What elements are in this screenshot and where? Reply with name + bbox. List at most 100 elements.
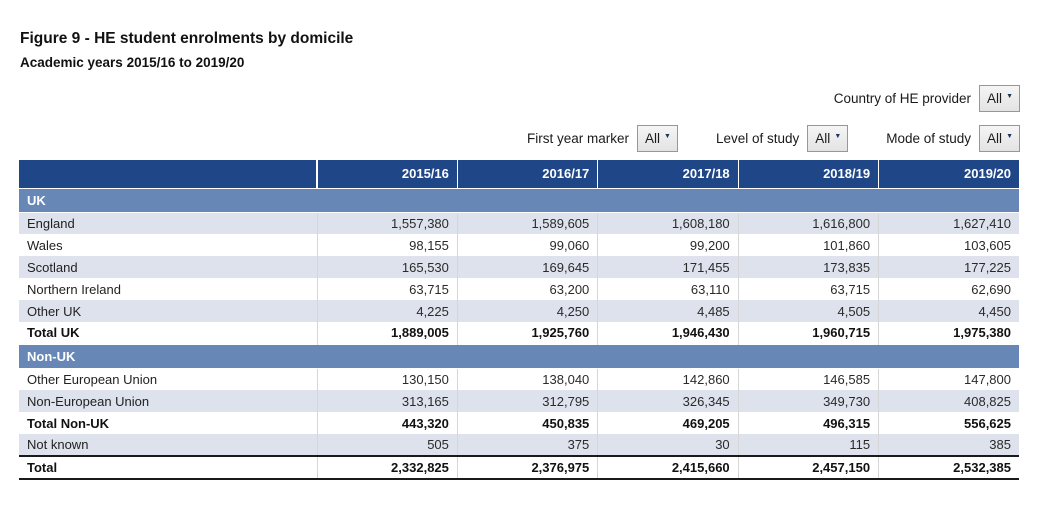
cell-value: 1,589,605 [457,212,597,234]
row-label: Total UK [19,322,317,344]
table-row: Other European Union 130,150 138,040 142… [19,368,1019,390]
column-header: 2018/19 [738,160,878,188]
column-header: 2019/20 [879,160,1019,188]
cell-value: 63,200 [457,278,597,300]
cell-value: 146,585 [738,368,878,390]
cell-value: 505 [317,434,457,456]
cell-value: 173,835 [738,256,878,278]
cell-value: 103,605 [879,234,1019,256]
filter-mode: Mode of study All ▼ [886,125,1020,152]
table-row-total-non-uk: Total Non-UK 443,320 450,835 469,205 496… [19,412,1019,434]
table-row: Northern Ireland 63,715 63,200 63,110 63… [19,278,1019,300]
table-row-total-uk: Total UK 1,889,005 1,925,760 1,946,430 1… [19,322,1019,344]
chevron-down-icon: ▼ [664,133,671,140]
filter-country: Country of HE provider All ▼ [834,85,1020,112]
cell-value: 63,715 [317,278,457,300]
cell-value: 138,040 [457,368,597,390]
cell-value: 1,925,760 [457,322,597,344]
row-label: Total [19,456,317,479]
cell-value: 326,345 [598,390,738,412]
cell-value: 4,505 [738,300,878,322]
cell-value: 1,889,005 [317,322,457,344]
column-header: 2015/16 [317,160,457,188]
cell-value: 1,608,180 [598,212,738,234]
cell-value: 408,825 [879,390,1019,412]
chevron-down-icon: ▼ [1006,133,1013,140]
cell-value: 2,332,825 [317,456,457,479]
section-row: UK [19,188,1019,212]
filter-row-bottom: First year marker All ▼ Level of study A… [19,125,1020,152]
cell-value: 130,150 [317,368,457,390]
row-label: Other UK [19,300,317,322]
cell-value: 496,315 [738,412,878,434]
cell-value: 171,455 [598,256,738,278]
filter-mode-dropdown[interactable]: All ▼ [979,125,1020,152]
cell-value: 63,110 [598,278,738,300]
cell-value: 2,457,150 [738,456,878,479]
filter-country-label: Country of HE provider [834,91,971,106]
table-row: England 1,557,380 1,589,605 1,608,180 1,… [19,212,1019,234]
cell-value: 1,975,380 [879,322,1019,344]
filter-country-dropdown[interactable]: All ▼ [979,85,1020,112]
page: Figure 9 - HE student enrolments by domi… [0,30,1039,480]
filter-level: Level of study All ▼ [716,125,848,152]
cell-value: 556,625 [879,412,1019,434]
cell-value: 63,715 [738,278,878,300]
cell-value: 147,800 [879,368,1019,390]
filter-level-value: All [815,131,830,146]
cell-value: 115 [738,434,878,456]
column-header: 2016/17 [457,160,597,188]
cell-value: 313,165 [317,390,457,412]
table-row: Other UK 4,225 4,250 4,485 4,505 4,450 [19,300,1019,322]
cell-value: 142,860 [598,368,738,390]
cell-value: 30 [598,434,738,456]
filter-level-dropdown[interactable]: All ▼ [807,125,848,152]
filter-first-year-dropdown[interactable]: All ▼ [637,125,678,152]
section-header-uk: UK [19,188,1019,212]
cell-value: 99,200 [598,234,738,256]
cell-value: 99,060 [457,234,597,256]
cell-value: 98,155 [317,234,457,256]
table-row: Wales 98,155 99,060 99,200 101,860 103,6… [19,234,1019,256]
cell-value: 101,860 [738,234,878,256]
filter-row-top: Country of HE provider All ▼ [19,85,1020,112]
cell-value: 2,532,385 [879,456,1019,479]
cell-value: 169,645 [457,256,597,278]
filter-country-value: All [987,91,1002,106]
cell-value: 469,205 [598,412,738,434]
section-header-non-uk: Non-UK [19,344,1019,368]
filter-mode-label: Mode of study [886,131,971,146]
row-label: Scotland [19,256,317,278]
row-label: Wales [19,234,317,256]
cell-value: 177,225 [879,256,1019,278]
cell-value: 2,415,660 [598,456,738,479]
cell-value: 4,250 [457,300,597,322]
column-header: 2017/18 [598,160,738,188]
cell-value: 1,557,380 [317,212,457,234]
cell-value: 1,627,410 [879,212,1019,234]
cell-value: 2,376,975 [457,456,597,479]
cell-value: 1,946,430 [598,322,738,344]
cell-value: 450,835 [457,412,597,434]
cell-value: 165,530 [317,256,457,278]
section-row: Non-UK [19,344,1019,368]
table-row: Non-European Union 313,165 312,795 326,3… [19,390,1019,412]
row-label: England [19,212,317,234]
cell-value: 349,730 [738,390,878,412]
page-title: Figure 9 - HE student enrolments by domi… [20,30,1020,48]
table-row: Not known 505 375 30 115 385 [19,434,1019,456]
cell-value: 1,616,800 [738,212,878,234]
row-label: Not known [19,434,317,456]
cell-value: 443,320 [317,412,457,434]
table-header-row: 2015/16 2016/17 2017/18 2018/19 2019/20 [19,160,1019,188]
row-label: Total Non-UK [19,412,317,434]
cell-value: 62,690 [879,278,1019,300]
chevron-down-icon: ▼ [1006,93,1013,100]
cell-value: 375 [457,434,597,456]
cell-value: 1,960,715 [738,322,878,344]
row-label: Non-European Union [19,390,317,412]
row-label: Other European Union [19,368,317,390]
corner-cell [19,160,317,188]
cell-value: 312,795 [457,390,597,412]
chevron-down-icon: ▼ [834,133,841,140]
